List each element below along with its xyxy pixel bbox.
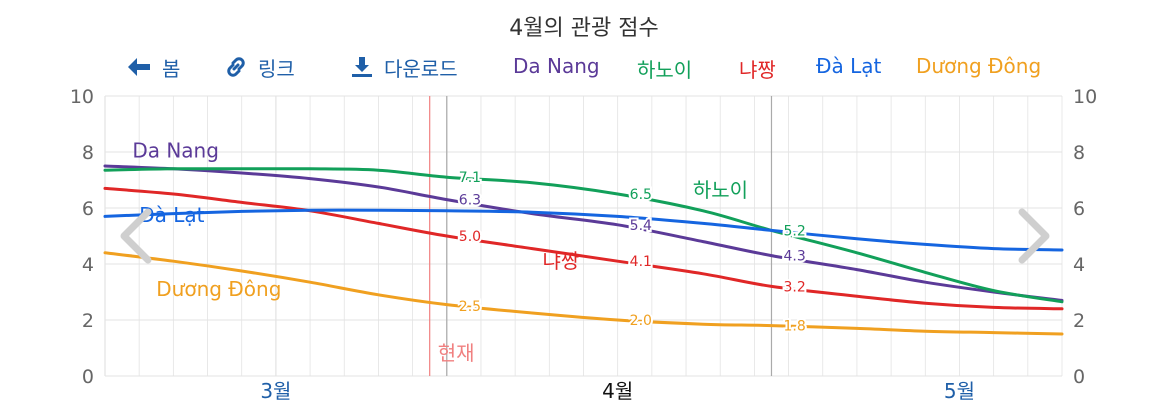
chevron-right-icon[interactable] [1018,208,1050,264]
download-button[interactable]: 다운로드 [350,52,458,82]
y-tick-label-left: 6 [82,198,94,220]
legend-item-da-nang[interactable]: Da Nang [513,54,600,78]
y-tick-label-right: 6 [1073,198,1085,220]
series-label-1: 하노이 [693,178,748,202]
y-tick-label-left: 10 [70,86,94,108]
link-label: 링크 [258,56,295,81]
series-label-0: Da Nang [132,139,219,163]
data-label: 5.2 [783,223,805,239]
x-tick-label: 5월 [944,379,975,403]
y-tick-label-right: 10 [1073,86,1097,108]
now-label: 현재 [438,341,475,365]
legend-item-da-lat[interactable]: Đà Lạt [816,54,882,78]
data-label: 2.5 [459,299,481,315]
data-label: 2.0 [630,313,652,329]
data-label: 6.3 [459,193,481,209]
y-tick-label-left: 4 [82,254,94,276]
series-line-4 [103,251,1064,336]
data-label: 3.2 [783,279,805,295]
y-tick-label-left: 2 [82,310,94,332]
link-button[interactable]: 링크 [224,52,295,82]
x-tick-label: 3월 [260,379,291,403]
download-label: 다운로드 [384,56,458,81]
series-line-2 [103,186,1064,311]
arrow-left-icon [128,58,150,76]
y-tick-label-left: 8 [82,142,94,164]
back-label: 봄 [162,56,181,81]
data-label: 5.4 [630,218,652,234]
y-tick-label-right: 2 [1073,310,1085,332]
series-label-4: Dương Đông [156,277,281,301]
legend-item-hanoi[interactable]: 하노이 [637,58,693,82]
data-label: 1.8 [783,319,805,335]
back-button[interactable]: 봄 [126,52,180,82]
data-label: 4.3 [783,249,805,265]
legend-item-duong-dong[interactable]: Dương Đông [916,54,1042,78]
series-line-3 [103,208,1064,252]
data-label: 7.1 [459,170,481,186]
chart-title: 4월의 관광 점수 [509,16,659,41]
y-tick-label-right: 8 [1073,142,1085,164]
y-tick-label-right: 4 [1073,254,1085,276]
link-icon [227,57,245,77]
chevron-left-icon[interactable] [120,208,152,264]
series-line-0 [103,164,1064,302]
y-tick-label-left: 0 [82,366,94,388]
x-tick-label: 4월 [602,379,633,403]
data-label: 6.5 [630,187,652,203]
chevron-right-shape [1018,208,1050,264]
data-label: 4.1 [630,254,652,270]
download-icon [352,57,372,77]
series-label-3: Đà Lạt [139,203,205,227]
toolbar: 봄 링크 다운로드 Da Nang 하노이 냐짱 Đà Lạt Dương Đô… [0,52,1168,86]
data-label: 5.0 [459,229,481,245]
series-line-1 [103,167,1064,304]
series-label-2: 냐짱 [542,249,579,273]
chevron-left-shape [120,208,152,264]
y-tick-label-right: 0 [1073,366,1085,388]
legend-item-nha-trang[interactable]: 냐짱 [739,58,776,82]
